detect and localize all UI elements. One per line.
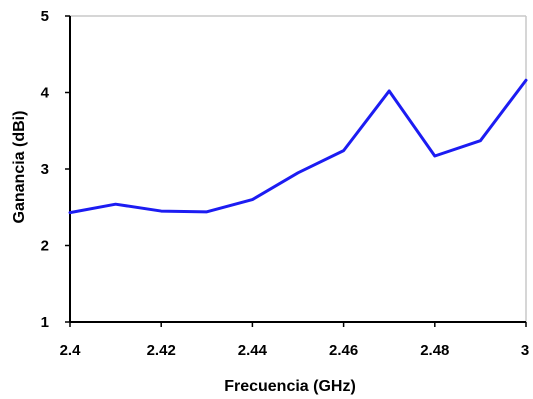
- y-tick-label: 1: [41, 314, 49, 331]
- x-tick-label: 2.42: [147, 342, 176, 359]
- gain-series-line: [68, 78, 528, 215]
- x-axis-title: Frecuencia (GHz): [224, 378, 356, 395]
- x-axis-tick-labels: 2.4 2.42 2.44 2.46 2.48 3: [60, 342, 530, 359]
- x-axis-ticks: [69, 322, 527, 327]
- y-axis-title: Ganancia (dBi): [11, 111, 28, 224]
- plot-frame: [69, 15, 527, 323]
- y-tick-label: 4: [41, 85, 50, 102]
- x-tick-label: 2.46: [329, 342, 358, 359]
- series-layer: [68, 78, 528, 215]
- y-tick-label: 3: [41, 161, 49, 178]
- x-tick-label: 3: [521, 342, 529, 359]
- y-tick-label: 2: [41, 238, 49, 255]
- y-tick-label: 5: [41, 8, 49, 25]
- y-axis-ticks: [65, 15, 70, 323]
- y-axis-tick-labels: 1 2 3 4 5: [41, 8, 50, 331]
- x-tick-label: 2.4: [60, 342, 82, 359]
- x-tick-label: 2.48: [420, 342, 449, 359]
- x-tick-label: 2.44: [238, 342, 268, 359]
